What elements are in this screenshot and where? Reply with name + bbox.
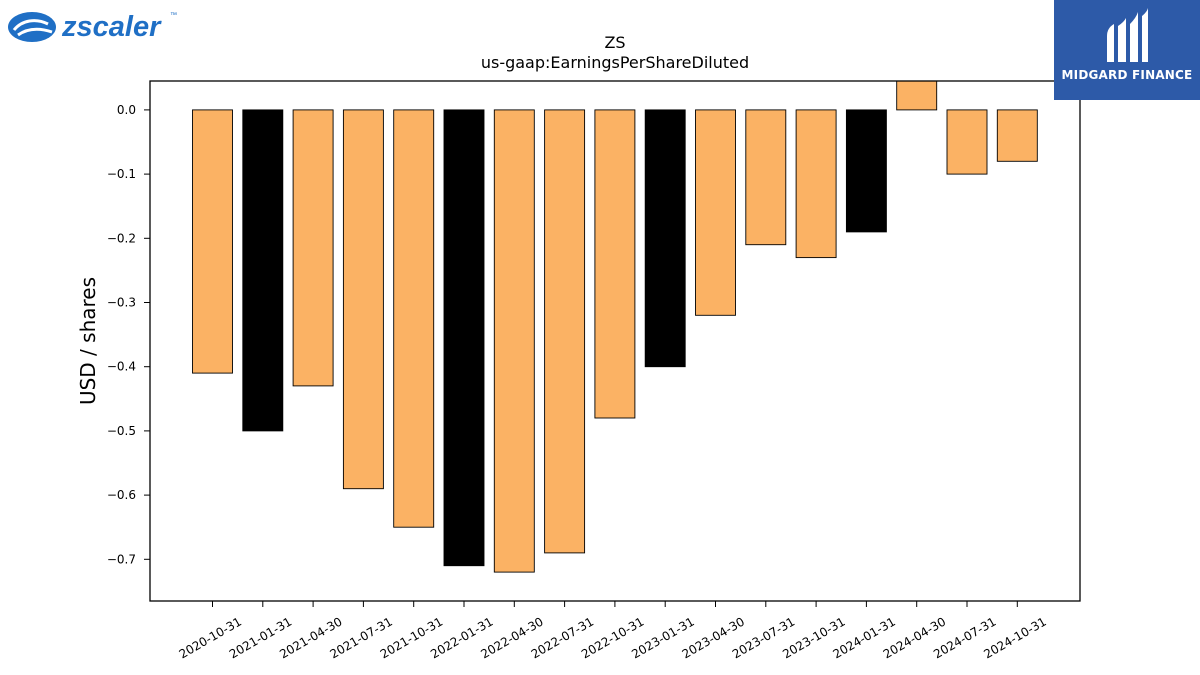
plot-area: 0.0−0.1−0.2−0.3−0.4−0.5−0.6−0.72020-10-3… xyxy=(107,80,1049,661)
bar-2021-10-31 xyxy=(393,109,435,528)
bar-2024-01-31 xyxy=(845,109,887,233)
midgard-logo-text: MIDGARD FINANCE xyxy=(1061,68,1193,82)
bar-2021-01-31 xyxy=(242,109,284,432)
cloud-icon xyxy=(8,12,56,42)
chart-title: ZS xyxy=(604,33,625,52)
bar-2024-04-30 xyxy=(896,80,938,111)
y-tick-label: −0.7 xyxy=(107,552,136,566)
bar-2020-10-31 xyxy=(192,109,233,374)
y-tick-label: −0.1 xyxy=(107,167,136,181)
bar-2023-04-30 xyxy=(695,109,736,316)
chart-subtitle: us-gaap:EarningsPerShareDiluted xyxy=(481,53,749,72)
bar-2024-10-31 xyxy=(996,109,1038,162)
bar-2022-07-31 xyxy=(544,109,586,554)
midgard-emblem-icon xyxy=(1107,8,1148,62)
y-tick-label: −0.2 xyxy=(107,231,136,245)
y-tick-label: −0.5 xyxy=(107,424,136,438)
y-tick-label: −0.3 xyxy=(107,296,136,310)
y-tick-label: −0.4 xyxy=(107,360,136,374)
bar-2021-07-31 xyxy=(342,109,384,490)
y-tick-label: 0.0 xyxy=(117,103,136,117)
zscaler-trademark: ™ xyxy=(170,12,177,19)
y-axis-label: USD / shares xyxy=(76,277,100,405)
midgard-finance-logo: MIDGARD FINANCE xyxy=(1054,0,1200,100)
bar-2022-01-31 xyxy=(443,109,485,567)
y-tick-label: −0.6 xyxy=(107,488,136,502)
bar-2023-01-31 xyxy=(644,109,686,368)
bar-2021-04-30 xyxy=(292,109,334,387)
bar-2022-04-30 xyxy=(493,109,535,573)
zscaler-logo-text: zscaler xyxy=(61,11,162,43)
bar-2023-07-31 xyxy=(745,109,787,246)
plot-frame xyxy=(149,80,1081,602)
bar-2022-10-31 xyxy=(594,109,636,419)
bar-2024-07-31 xyxy=(946,109,988,175)
zscaler-logo: zscaler ™ xyxy=(4,4,184,46)
bar-2023-10-31 xyxy=(795,109,837,259)
